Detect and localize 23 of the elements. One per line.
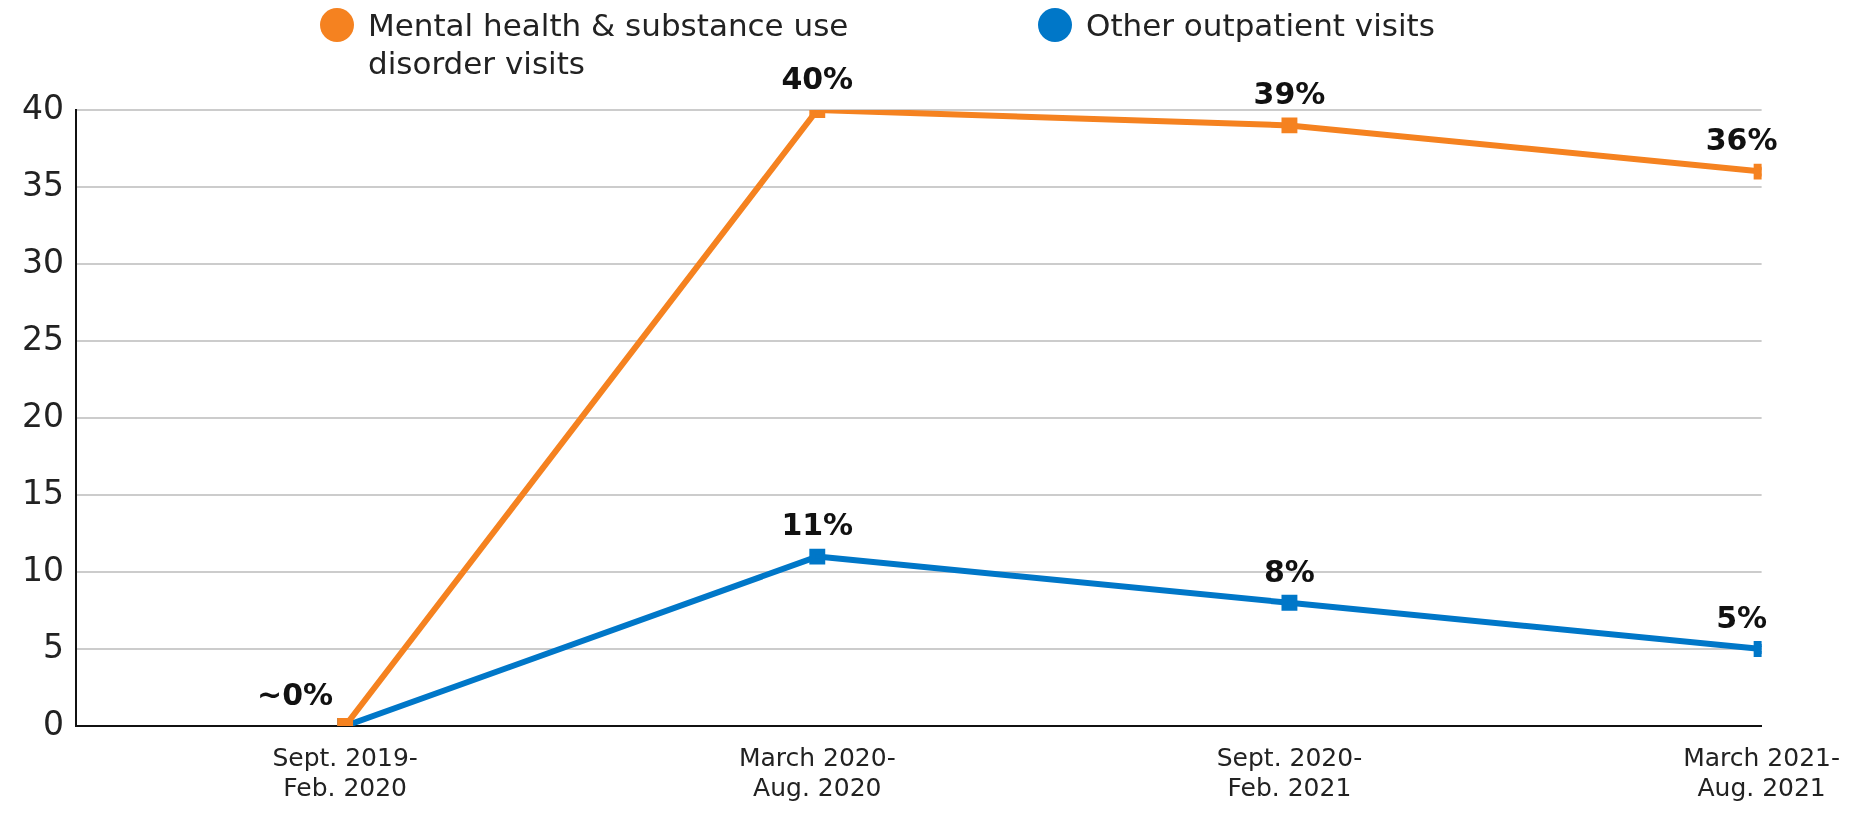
data-label: 36% [1705,122,1778,158]
data-label: 11% [781,507,854,543]
x-tick-label: Sept. 2019- Feb. 2020 [272,742,418,802]
data-label: 5% [1716,599,1768,635]
y-tick-label: 25 [21,318,64,358]
data-label: 40% [781,60,854,96]
y-tick-label: 10 [21,549,64,589]
x-tick-label: March 2020- Aug. 2020 [738,742,896,802]
y-tick-label: 35 [21,164,64,204]
data-label: ~0% [257,676,334,712]
y-tick-label: 30 [21,241,64,281]
y-tick-label: 0 [42,703,64,743]
x-tick-label: Sept. 2020- Feb. 2021 [1216,742,1363,802]
point [1281,594,1298,611]
y-tick-label: 40 [21,87,64,127]
data-label: 8% [1263,553,1315,589]
data-label: 39% [1253,76,1326,112]
y-tick-label: 15 [21,472,64,512]
y-tick-label: 20 [21,395,64,435]
x-tick-label: March 2021- Aug. 2021 [1683,742,1841,802]
legend-label: Other outpatient visits [1086,6,1435,44]
point [809,548,826,565]
y-tick-label: 5 [42,626,64,666]
